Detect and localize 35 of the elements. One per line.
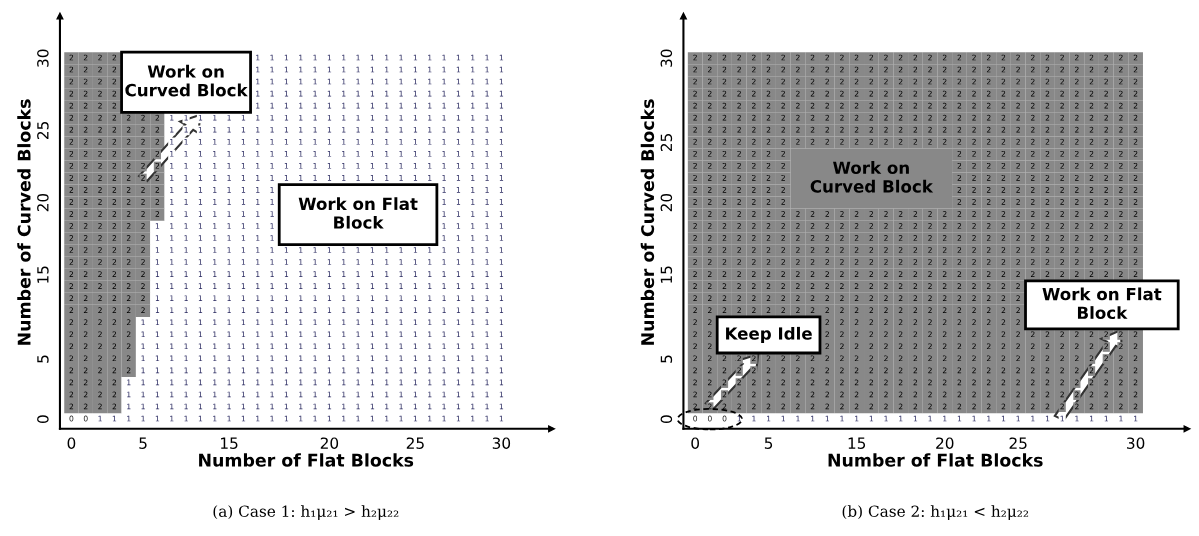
- y-tick-label: 15: [37, 266, 49, 283]
- x-tick-label: 5: [139, 437, 147, 449]
- y-tick-label: 25: [660, 134, 673, 152]
- x-tick-label: 0: [691, 437, 700, 449]
- x-tick-label: 25: [406, 437, 424, 449]
- x-axis-title: Number of Flat Blocks: [199, 453, 414, 467]
- y-tick-label: 20: [37, 193, 49, 212]
- y-tick-label: 5: [660, 355, 673, 363]
- x-tick-label: 5: [764, 437, 773, 449]
- annotation: Work on Flat Block: [298, 197, 418, 229]
- x-tick-label: 25: [1009, 437, 1027, 449]
- y-axis-title: Number of Curved Blocks: [17, 99, 31, 345]
- annotation: Work on Flat Block: [1042, 287, 1162, 320]
- annotation: Work on Curved Block: [125, 64, 248, 97]
- y-tick-label: 15: [660, 266, 673, 283]
- x-tick-label: 20: [936, 437, 954, 449]
- x-tick-label: 15: [221, 437, 238, 449]
- annotation: Keep Idle: [726, 326, 812, 344]
- x-axis-title: Number of Flat Blocks: [828, 453, 1043, 467]
- y-tick-label: 30: [660, 49, 673, 67]
- x-tick-label: 20: [320, 437, 339, 449]
- y-axis-title: Number of Curved Blocks: [640, 99, 655, 345]
- y-tick-label: 25: [37, 122, 49, 139]
- x-tick-label: 15: [848, 437, 866, 449]
- x-tick-label: 30: [1127, 437, 1145, 449]
- text: (b) Case 2: h₁μ₂₁ < h₂μ₂₂: [842, 505, 1029, 520]
- x-tick-label: 0: [67, 437, 76, 449]
- text: (a) Case 1: h₁μ₂₁ > h₂μ₂₂: [213, 505, 399, 520]
- y-tick-label: 30: [37, 49, 49, 67]
- y-tick-label: 0: [660, 415, 673, 424]
- y-tick-label: 5: [37, 355, 49, 363]
- y-tick-label: 0: [37, 415, 49, 424]
- y-tick-label: 20: [660, 193, 673, 212]
- x-tick-label: 30: [492, 437, 511, 449]
- annotation: Work on Curved Block: [810, 161, 934, 193]
